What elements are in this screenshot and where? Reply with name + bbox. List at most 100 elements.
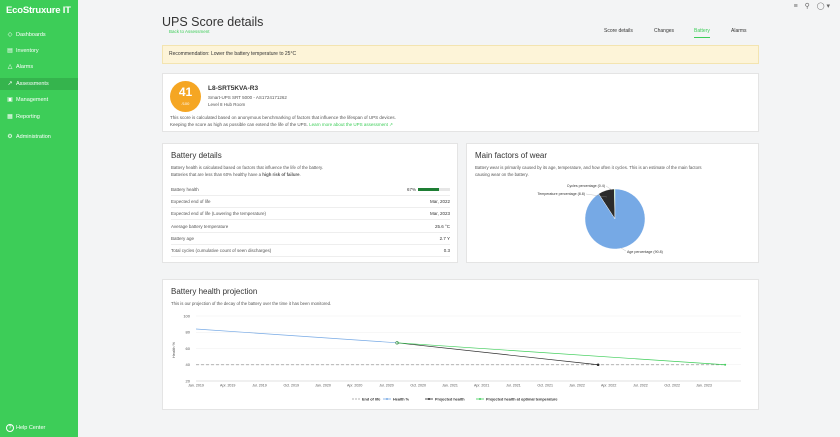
detail-label: Expected end of life <box>171 199 211 205</box>
external-link-icon: ↗ <box>389 122 393 127</box>
learn-more-link[interactable]: Learn more about the UPS assessment ↗ <box>309 122 393 127</box>
battery-details-title: Battery details <box>171 151 222 160</box>
x-tick-label: Jan. 2022 <box>569 384 585 388</box>
series-line <box>397 342 599 366</box>
management-icon: ▣ <box>7 97 13 103</box>
sidebar-item-administration[interactable]: ⚙ Administration <box>0 131 78 143</box>
x-tick-label: Jan. 2020 <box>315 384 331 388</box>
detail-value: 2.7 Y <box>439 235 450 241</box>
sidebar-item-label: Alarms <box>16 64 34 70</box>
gear-icon: ⚙ <box>7 134 13 140</box>
data-point <box>596 363 600 367</box>
report-icon: ▦ <box>7 114 13 120</box>
tab-score-details[interactable]: Score details <box>604 28 633 34</box>
search-icon[interactable]: ⚲ <box>804 3 810 10</box>
x-tick-label: Jan. 2019 <box>188 384 204 388</box>
sidebar-item-label: Reporting <box>16 114 40 120</box>
legend-marker <box>428 398 430 400</box>
detail-label: Battery health <box>171 187 199 192</box>
recommendation-banner: Recommendation: Lower the battery temper… <box>162 45 759 64</box>
projection-title: Battery health projection <box>171 287 258 296</box>
x-tick-label: Jul. 2020 <box>379 384 394 388</box>
detail-value: Mar, 2023 <box>429 211 450 217</box>
tab-alarms[interactable]: Alarms <box>731 28 747 34</box>
x-tick-label: Oct. 2022 <box>664 384 680 388</box>
wear-desc: Battery wear is primarily caused by its … <box>475 165 702 170</box>
device-name: L8-SRT5KVA-R3 <box>208 85 259 92</box>
battery-details-desc-2: Batteries that are less than 60% healthy… <box>171 172 301 177</box>
device-model: Smart-UPS SRT 5000 - AS1724171262 <box>208 95 287 100</box>
tab-battery[interactable]: Battery <box>694 28 710 38</box>
legend-label: End of life <box>362 397 380 401</box>
score-description-2: Keeping the score as high as possible ca… <box>170 122 393 128</box>
pie-leader-line <box>605 185 613 191</box>
pie-slice <box>584 188 646 250</box>
x-tick-label: Jan. 2021 <box>442 384 458 388</box>
detail-label: Average battery temperature <box>171 223 229 229</box>
user-icon[interactable]: ◯ ▾ <box>816 3 830 10</box>
x-tick-label: Jul. 2021 <box>506 384 521 388</box>
battery-details-desc: Battery health is calculated based on fa… <box>171 165 324 170</box>
sidebar-item-reporting[interactable]: ▦ Reporting <box>0 111 78 123</box>
assessment-icon: ↗ <box>7 81 13 87</box>
y-tick-label: 100 <box>183 313 190 318</box>
x-tick-label: Apr. 2022 <box>601 384 616 388</box>
series-line <box>397 342 726 366</box>
help-center-link[interactable]: ? Help Center <box>6 424 45 432</box>
pie-leader-line <box>585 193 608 198</box>
sidebar-item-label: Inventory <box>16 48 39 54</box>
pie-label: Temperature percentage (8.8) <box>537 192 585 196</box>
detail-label: Expected end of life (Lowering the tempe… <box>171 211 267 217</box>
x-tick-label: Apr. 2020 <box>347 384 362 388</box>
sidebar-item-label: Assessments <box>16 81 49 87</box>
data-point <box>724 363 727 366</box>
battery-detail-row: Battery health 67% <box>171 184 450 196</box>
x-tick-label: Apr. 2019 <box>220 384 235 388</box>
detail-value: 0.3 <box>443 248 450 253</box>
detail-label: Battery age <box>171 235 195 241</box>
battery-health-fill <box>418 188 440 191</box>
battery-detail-row: Battery age 2.7 Y <box>171 233 450 245</box>
tab-changes[interactable]: Changes <box>654 28 675 34</box>
y-axis-label: Health % <box>171 341 176 358</box>
health-projection-chart: 20 40 60 80 100 Health % Jan. 2019 Apr. 2019 Jul… <box>171 313 741 401</box>
legend-marker <box>479 398 481 400</box>
battery-risk-text: Batteries that are less than 60% healthy… <box>171 172 262 177</box>
battery-detail-row: Expected end of life (Lowering the tempe… <box>171 208 450 221</box>
sidebar-item-assessments[interactable]: ↗ Assessments <box>0 78 78 90</box>
series-line <box>195 328 398 344</box>
score-description: This score is calculated based on anonym… <box>170 115 396 120</box>
sidebar-item-dashboards[interactable]: ◇ Dashboards <box>0 29 78 41</box>
battery-detail-row: Average battery temperature 25.6 °C <box>171 221 450 233</box>
pie-label: Cycles percentage (0.4) <box>567 184 605 188</box>
battery-health-bar <box>418 188 450 191</box>
sidebar-item-management[interactable]: ▣ Management <box>0 94 78 106</box>
legend-label: Projected health at optimal temperature <box>486 397 558 401</box>
projection-desc: This is our projection of the decay of t… <box>171 301 332 306</box>
battery-detail-row: Total cycles (cumulative count of seen d… <box>171 245 450 257</box>
score-description-text: Keeping the score as high as possible ca… <box>170 122 308 127</box>
score-card: 41 /100 L8-SRT5KVA-R3 Smart-UPS SRT 5000… <box>162 73 759 132</box>
legend-label: Health % <box>393 397 410 401</box>
score-badge: 41 /100 <box>170 81 201 112</box>
y-tick-label: 80 <box>186 330 191 335</box>
x-tick-label: Jul. 2019 <box>252 384 267 388</box>
pie-label: Age percentage (90.8) <box>627 250 663 254</box>
wear-desc-2: causing wear on the battery. <box>475 172 529 177</box>
sidebar-item-inventory[interactable]: ▤ Inventory <box>0 45 78 57</box>
page-title: UPS Score details <box>162 15 264 29</box>
app-logo[interactable]: EcoStruxure IT <box>6 5 71 16</box>
score-value: 41 <box>178 85 193 99</box>
sidebar-item-label: Administration <box>16 134 51 140</box>
pie-leader-line <box>620 247 627 252</box>
back-to-assessment-link[interactable]: Back to Assessment <box>169 29 210 34</box>
detail-value: 25.6 °C <box>434 223 450 229</box>
sidebar-item-label: Dashboards <box>16 32 46 38</box>
x-tick-label: Apr. 2021 <box>474 384 489 388</box>
y-tick-label: 60 <box>186 346 191 351</box>
sidebar-item-alarms[interactable]: △ Alarms <box>0 61 78 73</box>
battery-detail-row: Expected end of life Mar, 2022 <box>171 196 450 209</box>
detail-label: Total cycles (cumulative count of seen d… <box>171 248 272 253</box>
legend-label: Projected health <box>435 397 465 401</box>
notification-icon[interactable]: ≡ <box>793 3 798 10</box>
